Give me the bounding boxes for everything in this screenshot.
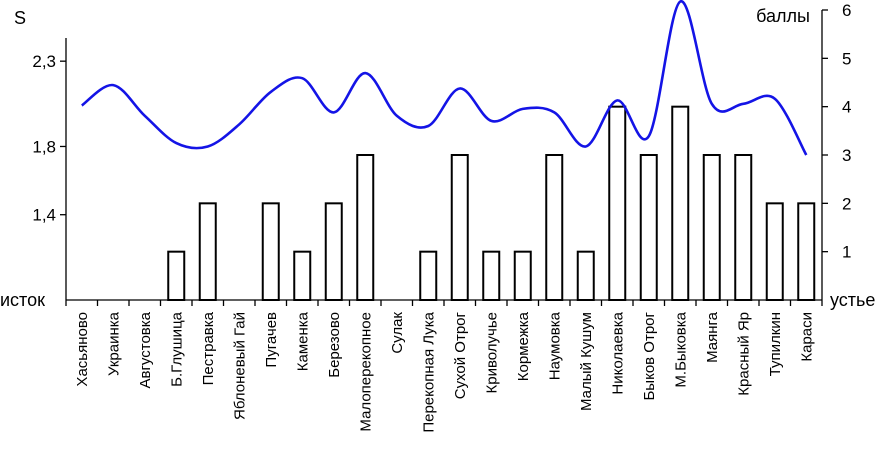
right-tick-label: 5 — [842, 49, 851, 68]
bar — [293, 250, 312, 302]
axes — [60, 9, 828, 306]
bar — [513, 250, 532, 302]
bar-series — [167, 105, 816, 302]
line-series-path — [81, 0, 808, 156]
category-label: Сулак — [389, 312, 406, 354]
right-tick-label: 6 — [842, 1, 851, 20]
category-label: Николаевка — [609, 311, 626, 394]
category-label: Хасьяново — [74, 312, 91, 387]
right-tick-label: 2 — [842, 194, 851, 213]
left-tick-label: 1,4 — [32, 206, 56, 225]
left-tick-label: 1,8 — [32, 137, 56, 156]
category-label: Б.Глушица — [168, 311, 185, 387]
right-bottom-label: устье — [830, 290, 875, 310]
bar — [797, 202, 816, 301]
right-tick-label: 3 — [842, 146, 851, 165]
category-label: Березово — [326, 312, 343, 378]
category-label: Сухой Отрог — [452, 311, 469, 399]
category-label: Красный Яр — [735, 312, 752, 396]
bar — [419, 250, 438, 302]
bar — [639, 154, 658, 301]
bar — [324, 202, 343, 301]
category-label: Перекопная Лука — [420, 311, 437, 432]
bar — [734, 154, 753, 301]
line-series — [81, 0, 808, 156]
bar — [198, 202, 217, 301]
category-label: Кормежка — [515, 311, 532, 381]
category-label: Малоперекопное — [357, 312, 374, 432]
bar — [167, 250, 186, 302]
category-label: Караси — [798, 312, 815, 362]
bar — [702, 154, 721, 301]
right-tick-label: 4 — [842, 98, 851, 117]
category-label: Августовка — [137, 311, 154, 388]
category-label: Тупилкин — [767, 312, 784, 376]
bar — [482, 250, 501, 302]
right-axis-title: баллы — [756, 6, 810, 26]
category-label: Пестравка — [200, 311, 217, 385]
category-label: Наумовка — [546, 311, 563, 380]
category-label: Пугачев — [263, 312, 280, 368]
category-label: Малый Кушум — [578, 312, 595, 411]
category-label: Каменка — [294, 311, 311, 371]
bar — [261, 202, 280, 301]
bar — [576, 250, 595, 302]
category-label: Быков Отрог — [641, 311, 658, 400]
tick-labels: 1,4 1,8 2,3 1 2 3 4 5 6 Хасьяново Украинка Августов… — [32, 1, 851, 433]
left-tick-label: 2,3 — [32, 52, 56, 71]
bar — [545, 154, 564, 301]
bar — [671, 105, 690, 301]
bar — [356, 154, 375, 301]
category-label: Криволучье — [483, 312, 500, 394]
category-label: Маянга — [704, 311, 721, 363]
left-bottom-label: исток — [0, 290, 45, 310]
category-label: М.Быковка — [672, 311, 689, 387]
category-label: Яблоневый Гай — [231, 312, 248, 420]
left-axis-title: S — [14, 8, 26, 28]
bar — [608, 105, 627, 301]
right-tick-label: 1 — [842, 243, 851, 262]
bar — [450, 154, 469, 301]
category-label: Украинка — [105, 311, 122, 376]
bar — [765, 202, 784, 301]
